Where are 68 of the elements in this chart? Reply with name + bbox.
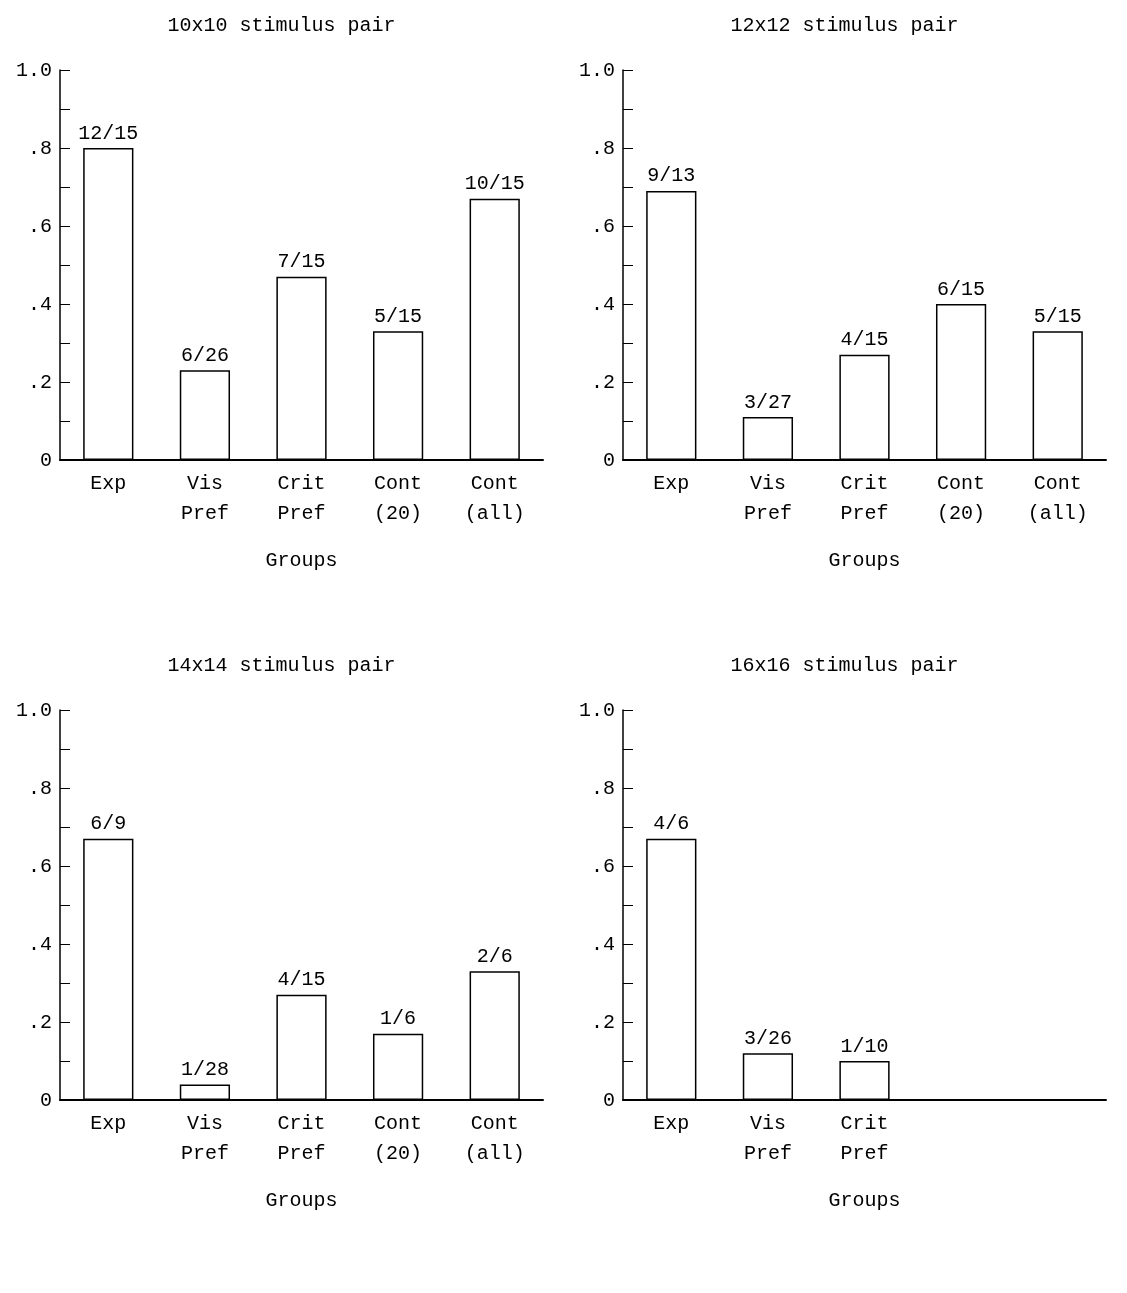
- data-label: 6/26: [180, 343, 229, 367]
- x-tick-label: Cont (20): [374, 1111, 423, 1165]
- data-label: 1/28: [180, 1057, 229, 1081]
- y-tick-label: .8: [590, 776, 615, 800]
- y-tick-label: .4: [590, 932, 615, 956]
- y-tick-label: 0: [602, 448, 615, 472]
- chart-title: 12x12 stimulus pair: [730, 13, 959, 37]
- y-tick-label: .2: [27, 370, 52, 394]
- x-tick-label: Cont (20): [937, 471, 986, 525]
- data-label: 1/10: [840, 1034, 889, 1058]
- y-tick-label: .2: [27, 1010, 52, 1034]
- y-tick-label: 0: [602, 1088, 615, 1112]
- x-axis-title: Groups: [265, 548, 338, 572]
- y-tick-label: .8: [27, 136, 52, 160]
- y-tick-label: .8: [27, 776, 52, 800]
- x-tick-label: Exp: [90, 471, 127, 495]
- x-axis-title: Groups: [828, 1188, 901, 1212]
- data-label: 7/15: [277, 250, 326, 274]
- y-tick-label: .6: [590, 854, 615, 878]
- chart-title: 16x16 stimulus pair: [730, 653, 959, 677]
- data-label: 4/15: [277, 968, 326, 992]
- y-tick-label: .4: [27, 932, 52, 956]
- y-tick-label: 1.0: [15, 58, 52, 82]
- x-tick-label: Cont (all): [464, 471, 525, 525]
- x-tick-label: Crit Pref: [277, 1111, 326, 1165]
- x-tick-label: Exp: [90, 1111, 127, 1135]
- x-tick-label: Vis Pref: [743, 471, 792, 525]
- x-tick-label: Crit Pref: [840, 471, 889, 525]
- x-tick-label: Exp: [653, 471, 690, 495]
- chart-title: 14x14 stimulus pair: [167, 653, 396, 677]
- data-label: 2/6: [476, 944, 513, 968]
- data-label: 5/15: [1033, 304, 1082, 328]
- data-label: 3/27: [743, 390, 792, 414]
- x-tick-label: Crit Pref: [277, 471, 326, 525]
- data-label: 12/15: [78, 121, 139, 145]
- chart-title: 10x10 stimulus pair: [167, 13, 396, 37]
- x-tick-label: Exp: [653, 1111, 690, 1135]
- data-label: 4/15: [840, 328, 889, 352]
- x-tick-label: Vis Pref: [180, 1111, 229, 1165]
- x-tick-label: Crit Pref: [840, 1111, 889, 1165]
- data-label: 3/26: [743, 1026, 792, 1050]
- data-label: 6/9: [90, 812, 127, 836]
- y-tick-label: .4: [27, 292, 52, 316]
- y-tick-label: .4: [590, 292, 615, 316]
- y-tick-label: 1.0: [15, 698, 52, 722]
- x-tick-label: Vis Pref: [743, 1111, 792, 1165]
- data-label: 5/15: [374, 304, 423, 328]
- data-label: 4/6: [653, 812, 690, 836]
- y-tick-label: .2: [590, 1010, 615, 1034]
- x-axis-title: Groups: [828, 548, 901, 572]
- y-tick-label: .8: [590, 136, 615, 160]
- y-tick-label: .6: [590, 214, 615, 238]
- x-tick-label: Cont (20): [374, 471, 423, 525]
- x-tick-label: Cont (all): [1027, 471, 1088, 525]
- y-tick-label: .6: [27, 854, 52, 878]
- y-tick-label: .6: [27, 214, 52, 238]
- data-label: 6/15: [937, 277, 986, 301]
- data-label: 1/6: [380, 1007, 417, 1031]
- y-tick-label: 0: [39, 1088, 52, 1112]
- y-tick-label: 1.0: [578, 58, 615, 82]
- y-tick-label: 0: [39, 448, 52, 472]
- y-tick-label: .2: [590, 370, 615, 394]
- x-tick-label: Cont (all): [464, 1111, 525, 1165]
- data-label: 9/13: [647, 164, 696, 188]
- x-tick-label: Vis Pref: [180, 471, 229, 525]
- data-label: 10/15: [464, 172, 525, 196]
- x-axis-title: Groups: [265, 1188, 338, 1212]
- y-tick-label: 1.0: [578, 698, 615, 722]
